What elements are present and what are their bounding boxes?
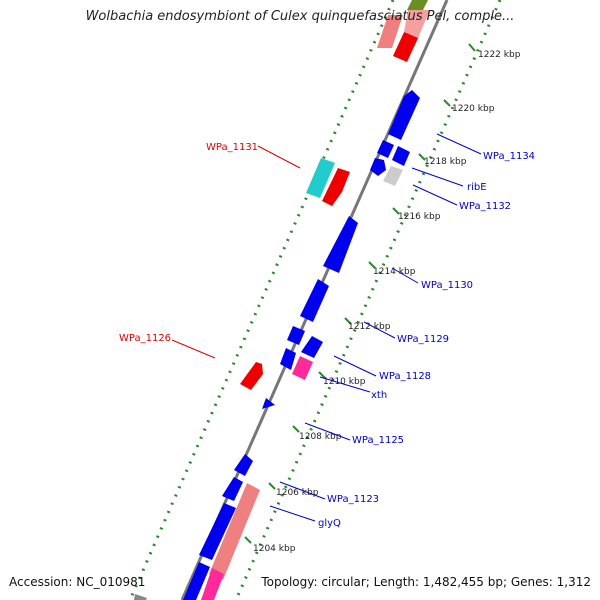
gene-block-WPa_1128[interactable] [301, 336, 323, 358]
genome-summary: Topology: circular; Length: 1,482,455 bp… [261, 575, 591, 589]
kbp-label-1220: 1220 kbp [452, 104, 495, 114]
label-WPa_1126[interactable]: WPa_1126 [119, 333, 171, 344]
genes-text: Genes: 1,312 [510, 575, 591, 589]
gene-block-bottom-gray[interactable] [134, 594, 147, 600]
label-WPa_1130[interactable]: WPa_1130 [421, 280, 473, 291]
label-WPa_1131[interactable]: WPa_1131 [206, 142, 258, 153]
kbp-label-1212: 1212 kbp [348, 322, 391, 332]
label-WPa_1128[interactable]: WPa_1128 [379, 371, 431, 382]
gene-block-top-pink[interactable] [404, 10, 430, 38]
gene-block-small-4[interactable] [280, 348, 296, 370]
gene-block-small-2[interactable] [370, 158, 386, 176]
kbp-label-1204: 1204 kbp [253, 544, 296, 554]
gene-block-WPa_1123[interactable] [234, 454, 253, 476]
map-title: Wolbachia endosymbiont of Culex quinquef… [85, 9, 515, 24]
label-glyQ[interactable]: glyQ [318, 518, 341, 529]
gene-block-top-green[interactable] [407, 0, 428, 10]
label-WPa_1125[interactable]: WPa_1125 [352, 435, 404, 446]
gene-block-WPa_1125[interactable] [262, 398, 275, 409]
topology-text: Topology: circular [261, 575, 366, 589]
gene-block-bottom-pink[interactable] [201, 568, 224, 600]
gene-block-WPa_1134[interactable] [388, 90, 420, 140]
label-WPa_1129[interactable]: WPa_1129 [397, 334, 449, 345]
label-WPa_1123[interactable]: WPa_1123 [327, 494, 379, 505]
kbp-label-1214: 1214 kbp [373, 267, 416, 277]
gene-block-small-3[interactable] [287, 326, 305, 345]
gene-block-xth[interactable] [292, 356, 313, 380]
kbp-label-1222: 1222 kbp [478, 50, 521, 60]
label-WPa_1132[interactable]: WPa_1132 [459, 201, 511, 212]
gene-block-WPa_1131-cyan[interactable] [306, 158, 335, 198]
gene-block-ribE[interactable] [392, 146, 410, 166]
gene-block-WPa_1132[interactable] [383, 166, 403, 186]
label-ribE[interactable]: ribE [467, 182, 487, 193]
leader-lines [171, 133, 482, 522]
kbp-label-1206: 1206 kbp [276, 488, 319, 498]
length-text: Length: 1,482,455 bp [373, 575, 503, 589]
gene-block-WPa_1126[interactable] [240, 362, 263, 390]
outer-track-dotted [128, 0, 395, 600]
inner-track-dotted [234, 0, 502, 600]
gene-block-WPa_1129[interactable] [300, 279, 329, 322]
gene-block-small-1[interactable] [377, 140, 394, 158]
kbp-label-1210: 1210 kbp [323, 377, 366, 387]
accession-text: Accession: NC_010981 [9, 575, 146, 589]
scale-ticks [244, 43, 476, 544]
gene-block-WPa_1131[interactable] [322, 168, 350, 206]
kbp-label-1208: 1208 kbp [299, 432, 342, 442]
gene-block-WPa_1130[interactable] [323, 216, 358, 273]
label-WPa_1134[interactable]: WPa_1134 [483, 151, 535, 162]
gene-blocks [134, 0, 430, 600]
gene-block-glyQ[interactable] [209, 483, 260, 580]
kbp-label-1216: 1216 kbp [398, 212, 441, 222]
gene-block-top-red[interactable] [393, 30, 419, 62]
gene-block-long-blue[interactable] [199, 503, 236, 560]
kbp-label-1218: 1218 kbp [424, 157, 467, 167]
gene-block-small-5[interactable] [222, 477, 243, 501]
gene-block-bottom-blue[interactable] [183, 562, 210, 600]
gene-block-top-salmon[interactable] [377, 15, 403, 48]
label-xth[interactable]: xth [371, 390, 387, 401]
